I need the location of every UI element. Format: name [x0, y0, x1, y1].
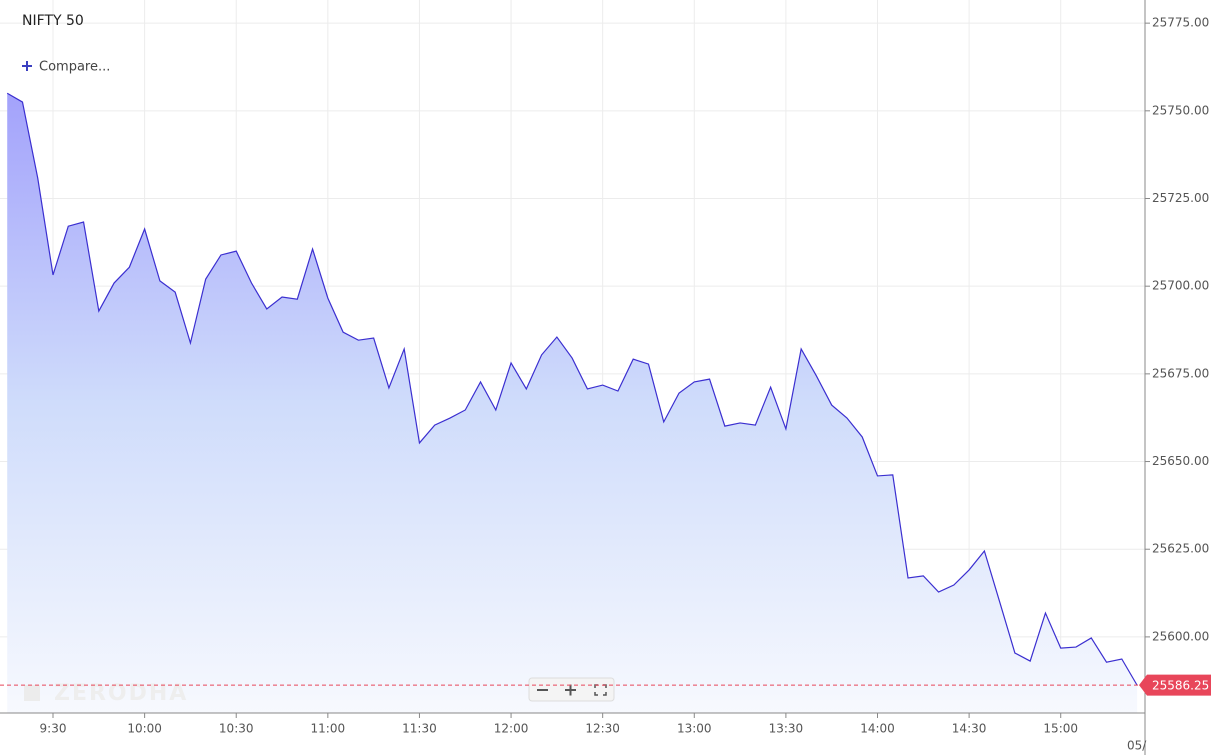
plot-area [6, 92, 1138, 713]
plus-icon [22, 61, 32, 71]
x-tick-label: 14:00 [860, 722, 895, 736]
y-tick-label: 25775.00 [1152, 16, 1209, 30]
last-price-tag [1139, 674, 1211, 696]
area [7, 93, 1138, 713]
compare-button[interactable]: Compare... [22, 60, 110, 75]
y-tick-label: 25675.00 [1152, 366, 1209, 380]
date-label: 05/ [1127, 739, 1147, 753]
y-tick-label: 25625.00 [1152, 542, 1209, 556]
price-line [6, 92, 1138, 686]
x-tick-label: 13:00 [677, 722, 712, 736]
x-tick-label: 11:30 [402, 722, 437, 736]
watermark-logo [24, 685, 40, 701]
y-tick-label: 25700.00 [1152, 279, 1209, 293]
x-tick-label: 9:30 [40, 722, 67, 736]
x-tick-label: 10:00 [127, 722, 162, 736]
zoom-controls [528, 677, 615, 702]
x-tick-label: 15:00 [1043, 722, 1078, 736]
x-tick-label: 13:30 [769, 722, 804, 736]
x-tick-label: 10:30 [219, 722, 254, 736]
y-tick-label: 25725.00 [1152, 191, 1209, 205]
y-tick-label: 25600.00 [1152, 629, 1209, 643]
compare-label[interactable]: Compare... [39, 60, 110, 75]
y-tick-label: 25650.00 [1152, 454, 1209, 468]
y-tick-label: 25750.00 [1152, 103, 1209, 117]
x-tick-label: 12:00 [494, 722, 529, 736]
zoom-in[interactable] [565, 684, 576, 696]
last-price-label: 25586.25 [1152, 679, 1209, 693]
x-tick-label: 12:30 [585, 722, 620, 736]
x-tick-label: 11:00 [311, 722, 346, 736]
x-tick-label: 14:30 [952, 722, 987, 736]
chart-title: NIFTY 50 [22, 13, 84, 29]
